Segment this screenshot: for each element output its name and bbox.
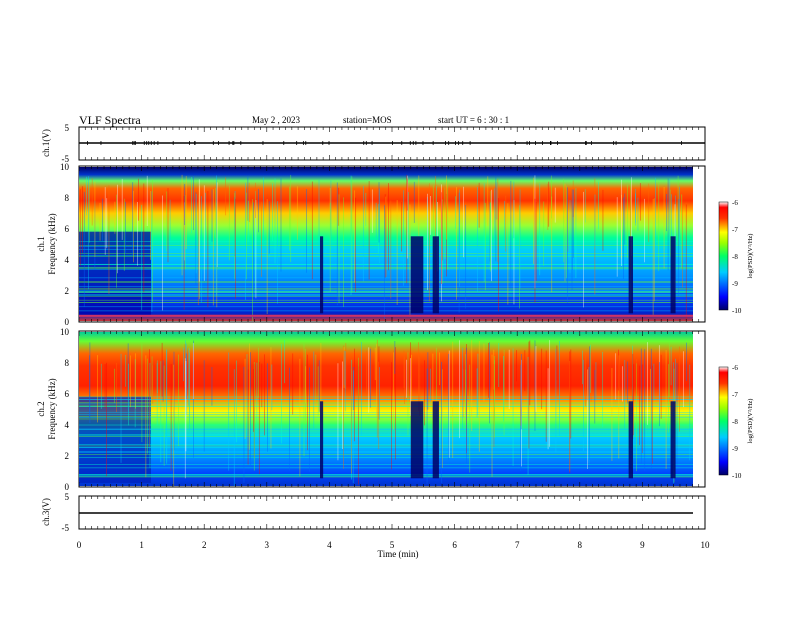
time-tick-label: 6: [452, 540, 457, 550]
ch1-waveform-spikes: [87, 141, 682, 145]
signal-gap: [670, 236, 676, 314]
ch1-spectrogram-panel: 0 2 4 6 8 10 ch.1 Frequency (kHz): [36, 162, 706, 327]
time-axis-label: Time (min): [378, 549, 419, 559]
ch3-ylabel: ch.3(V): [41, 498, 51, 526]
ch1-freq-tick-4: 4: [65, 255, 70, 265]
time-tick-label: 1: [139, 540, 144, 550]
ch1-freq-ticks: 0 2 4 6 8 10: [60, 162, 70, 327]
cb1-tick-neg8: -8: [732, 253, 738, 261]
cb2-tick-neg8: -8: [732, 418, 738, 426]
ch1-ytick-neg5: -5: [62, 154, 70, 164]
ch2-freq-tick-8: 8: [65, 358, 70, 368]
ch1-spectrogram-detail: [79, 174, 693, 321]
signal-gap: [432, 236, 439, 314]
time-tick-label: 3: [265, 540, 270, 550]
station-label: station=MOS: [343, 115, 392, 125]
date-label: May 2 , 2023: [252, 115, 300, 125]
ch3-ytick-5: 5: [65, 492, 70, 502]
signal-gap: [410, 401, 424, 479]
signal-gap: [320, 401, 324, 479]
quiet-region: [79, 396, 151, 483]
ch2-ylabel-frequency: Frequency (kHz): [47, 378, 57, 439]
cb1-tick-neg9: -9: [732, 280, 738, 288]
signal-gap: [320, 236, 324, 314]
ch1-freq-tick-8: 8: [65, 193, 70, 203]
signal-gap: [628, 236, 634, 314]
cb1-label: log(PSD)(V²/Hz): [747, 234, 754, 279]
ch2-colorbar: -6 -7 -8 -9 -10 log(PSD)(V²/Hz): [718, 364, 754, 480]
time-tick-label: 5: [390, 540, 395, 550]
ch1-ytick-5: 5: [65, 123, 70, 133]
ch2-freq-tick-4: 4: [65, 420, 70, 430]
ch2-freq-tick-2: 2: [65, 451, 70, 461]
time-tick-label: 9: [640, 540, 645, 550]
time-tick-label: 7: [515, 540, 520, 550]
time-tick-label: 8: [578, 540, 583, 550]
start-time-label: start UT = 6 : 30 : 1: [438, 115, 509, 125]
ch2-ylabel-channel: ch.2: [36, 401, 46, 416]
cb2-tick-neg10: -10: [732, 472, 742, 480]
time-tick-label: 0: [77, 540, 82, 550]
time-tick-label: 2: [202, 540, 207, 550]
signal-gap: [628, 401, 634, 479]
signal-gap: [670, 401, 676, 479]
cb2-label: log(PSD)(V²/Hz): [747, 399, 754, 444]
cb1-tick-neg7: -7: [732, 226, 738, 234]
time-tick-label: 10: [701, 540, 711, 550]
ch1-freq-tick-10: 10: [60, 162, 70, 172]
ch1-freq-tick-0: 0: [65, 317, 70, 327]
ch1-ylabel: ch.1(V): [41, 129, 51, 157]
signal-gap: [410, 236, 424, 314]
signal-gap: [432, 401, 439, 479]
ch2-freq-tick-6: 6: [65, 389, 70, 399]
cb1-tick-neg10: -10: [732, 307, 742, 315]
ch1-freq-tick-6: 6: [65, 224, 70, 234]
ch1-colorbar: -6 -7 -8 -9 -10 log(PSD)(V²/Hz): [718, 199, 754, 315]
ch3-ytick-neg5: -5: [62, 523, 70, 533]
figure-title: VLF Spectra: [79, 113, 141, 127]
ch2-freq-tick-10: 10: [60, 327, 70, 337]
cb2-tick-neg7: -7: [732, 391, 738, 399]
ch2-spectrogram-detail: [79, 339, 693, 486]
cb2-tick-neg9: -9: [732, 445, 738, 453]
ch1-ylabel-frequency: Frequency (kHz): [47, 213, 57, 274]
cb2-tick-neg6: -6: [732, 364, 738, 372]
ch2-freq-ticks: 0 2 4 6 8 10: [60, 327, 70, 492]
ch1-freq-tick-2: 2: [65, 286, 70, 296]
low-frequency-band: [79, 314, 693, 317]
ch1-ylabel-channel: ch.1: [36, 236, 46, 251]
ch2-spectrogram-panel: 0 2 4 6 8 10 ch.2 Frequency (kHz): [36, 327, 706, 492]
ch2-freq-tick-0: 0: [65, 482, 70, 492]
time-axis: 0 1 2 3 4 5 6 7 8 9 10: [77, 127, 710, 550]
cb1-tick-neg6: -6: [732, 199, 738, 207]
time-tick-label: 4: [327, 540, 332, 550]
